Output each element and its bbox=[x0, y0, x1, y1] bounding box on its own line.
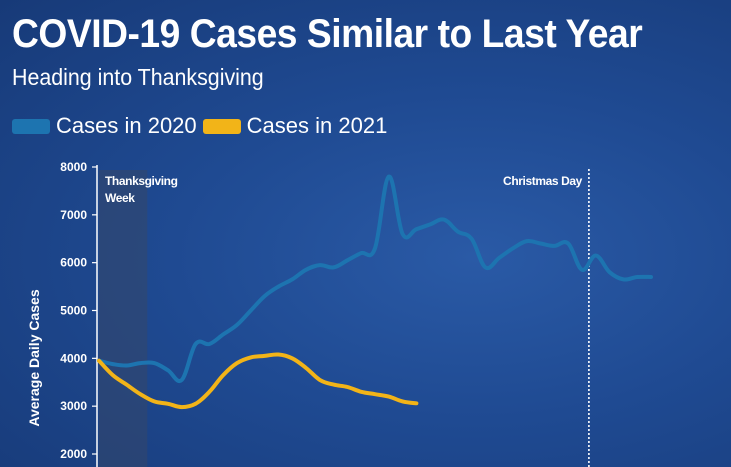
chart-title: COVID-19 Cases Similar to Last Year bbox=[12, 12, 643, 56]
y-tick-label: 7000 bbox=[60, 208, 87, 222]
legend-item-2021: Cases in 2021 bbox=[202, 113, 388, 139]
christmas-day-annotation: Christmas Day bbox=[503, 174, 583, 188]
y-tick-label: 6000 bbox=[60, 256, 87, 270]
series-lines bbox=[97, 174, 653, 410]
legend-swatch-2021 bbox=[202, 118, 241, 134]
chart-subtitle: Heading into Thanksgiving bbox=[12, 64, 264, 90]
legend-label-2021: Cases in 2021 bbox=[246, 113, 388, 138]
thanksgiving-week-band bbox=[99, 170, 148, 467]
legend: Cases in 2020 Cases in 2021 bbox=[12, 113, 393, 139]
thanksgiving-annotation-line-1: Thanksgiving bbox=[105, 174, 178, 188]
legend-label-2020: Cases in 2020 bbox=[56, 113, 197, 138]
y-tick-label: 8000 bbox=[60, 160, 87, 174]
legend-item-2020: Cases in 2020 bbox=[12, 113, 197, 139]
series-line-cases-in-2021 bbox=[97, 352, 419, 410]
thanksgiving-week-annotation: Thanksgiving Week bbox=[105, 174, 180, 205]
y-tick-label: 4000 bbox=[60, 351, 87, 365]
y-tick-label: 5000 bbox=[60, 304, 87, 318]
y-tick-label: 2000 bbox=[60, 447, 87, 461]
legend-swatch-2020 bbox=[12, 118, 50, 134]
y-axis-label: Average Daily Cases bbox=[26, 289, 42, 426]
thanksgiving-annotation-line-2: Week bbox=[105, 191, 135, 205]
series-line-cases-in-2020 bbox=[97, 174, 653, 383]
y-tick-label: 3000 bbox=[60, 399, 87, 413]
y-ticks: 2000 3000 4000 5000 6000 7000 8000 bbox=[60, 160, 97, 461]
